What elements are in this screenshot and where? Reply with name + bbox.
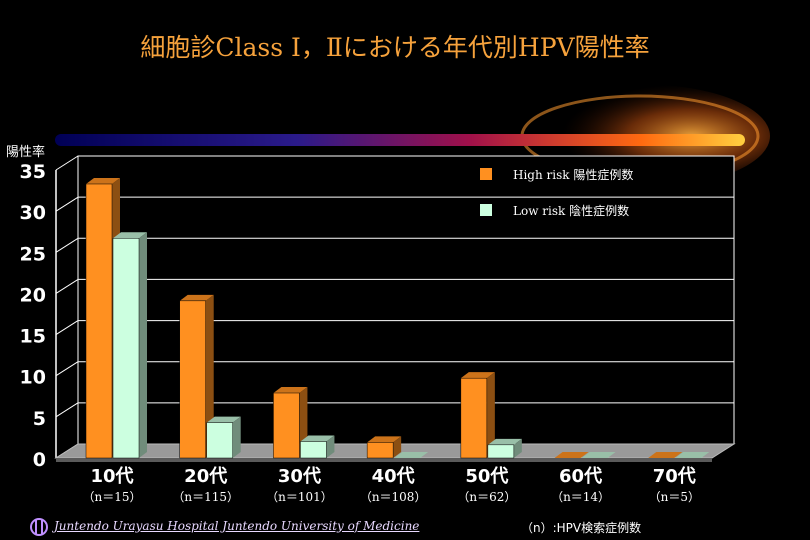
- back-wall: [77, 155, 735, 445]
- y-tick-label: 15: [20, 326, 46, 348]
- y-tick-label: 0: [33, 449, 46, 471]
- bar-front: [206, 422, 233, 459]
- bar-side: [326, 435, 335, 458]
- bar-top: [675, 452, 710, 458]
- bar-side: [232, 416, 241, 458]
- legend-label-high-risk: High risk 陽性症例数: [513, 167, 633, 182]
- sample-size-label: （n＝108）: [360, 490, 427, 504]
- footer-institution: Juntendo Urayasu Hospital Juntendo Unive…: [54, 519, 420, 533]
- bar-high-risk: [460, 372, 495, 459]
- floor-edge: [56, 458, 712, 462]
- bar-front: [300, 441, 327, 459]
- bar-side: [486, 372, 495, 458]
- sample-size-label: （n＝14）: [551, 490, 610, 504]
- hospital-logo-icon: [30, 518, 48, 536]
- bar-low-risk: [300, 435, 335, 459]
- legend-swatch-high-risk: [480, 168, 492, 180]
- bar-top: [273, 386, 308, 393]
- x-tick-label: 30代: [278, 466, 321, 487]
- bar-top: [487, 438, 522, 445]
- bar-top: [648, 452, 683, 458]
- sample-size-label: （n＝62）: [457, 490, 516, 504]
- sample-size-label: （n＝5）: [649, 490, 700, 504]
- sample-size-label: （n＝101）: [266, 490, 333, 504]
- bar-high-risk: [179, 294, 214, 459]
- bar-high-risk: [554, 452, 589, 458]
- bar-front: [487, 444, 515, 459]
- bar-front: [460, 377, 488, 459]
- bar-top: [300, 435, 335, 442]
- gridline-side: [55, 279, 79, 294]
- bar-low-risk: [581, 452, 616, 458]
- gridline-side: [55, 361, 79, 377]
- x-tick-label: 60代: [559, 466, 602, 487]
- bar-front: [179, 300, 206, 459]
- gridline-side: [55, 196, 79, 212]
- chart-title: 細胞診Class Ⅰ，Ⅱにおける年代別HPV陽性率: [140, 33, 650, 62]
- bar-top: [460, 372, 495, 379]
- bar-top: [113, 232, 147, 239]
- bar-side: [393, 436, 402, 458]
- bar-side: [139, 232, 147, 458]
- bar-low-risk: [487, 438, 522, 459]
- bar-front: [85, 183, 113, 459]
- x-tick-label: 10代: [90, 466, 133, 487]
- footer-note: （n）:HPV検索症例数: [521, 521, 642, 535]
- sample-size-label: （n＝115）: [172, 490, 239, 504]
- x-tick-label: 40代: [372, 466, 415, 487]
- bar-low-risk: [206, 416, 241, 459]
- bar-front: [112, 238, 140, 459]
- gridline-side: [55, 402, 79, 418]
- legend-swatch-low-risk: [480, 204, 492, 216]
- gridline-side: [55, 237, 79, 253]
- bar-top: [367, 436, 402, 443]
- y-tick-label: 35: [20, 161, 46, 183]
- y-tick-label: 30: [20, 202, 46, 224]
- bar-front: [366, 442, 394, 459]
- y-tick-label: 20: [20, 284, 46, 306]
- y-tick-label: 25: [20, 243, 46, 265]
- bar-side: [513, 438, 522, 458]
- bar-side: [205, 294, 214, 458]
- gridline-side: [55, 155, 79, 171]
- bar-low-risk: [675, 452, 710, 458]
- bar-high-risk: [273, 386, 308, 459]
- x-tick-label: 70代: [653, 466, 696, 487]
- bar-front: [273, 392, 300, 459]
- gridline-side: [55, 320, 79, 335]
- y-axis-label: 陽性率: [6, 144, 45, 160]
- legend-label-low-risk: Low risk 陰性症例数: [513, 203, 629, 218]
- bar-low-risk: [112, 232, 147, 459]
- bar-top: [86, 177, 120, 184]
- bar-top: [206, 416, 241, 423]
- x-tick-label: 50代: [465, 466, 508, 487]
- bar-top: [581, 452, 616, 458]
- bar-top: [554, 452, 589, 458]
- bar-low-risk: [394, 452, 429, 458]
- y-tick-label: 5: [33, 408, 46, 430]
- x-tick-label: 20代: [184, 466, 227, 487]
- bar-top: [394, 452, 429, 458]
- bar-top: [179, 294, 214, 301]
- sample-size-label: （n＝15）: [83, 490, 142, 504]
- bar-high-risk: [366, 436, 402, 459]
- y-tick-label: 10: [20, 367, 46, 389]
- bar-high-risk: [648, 452, 683, 458]
